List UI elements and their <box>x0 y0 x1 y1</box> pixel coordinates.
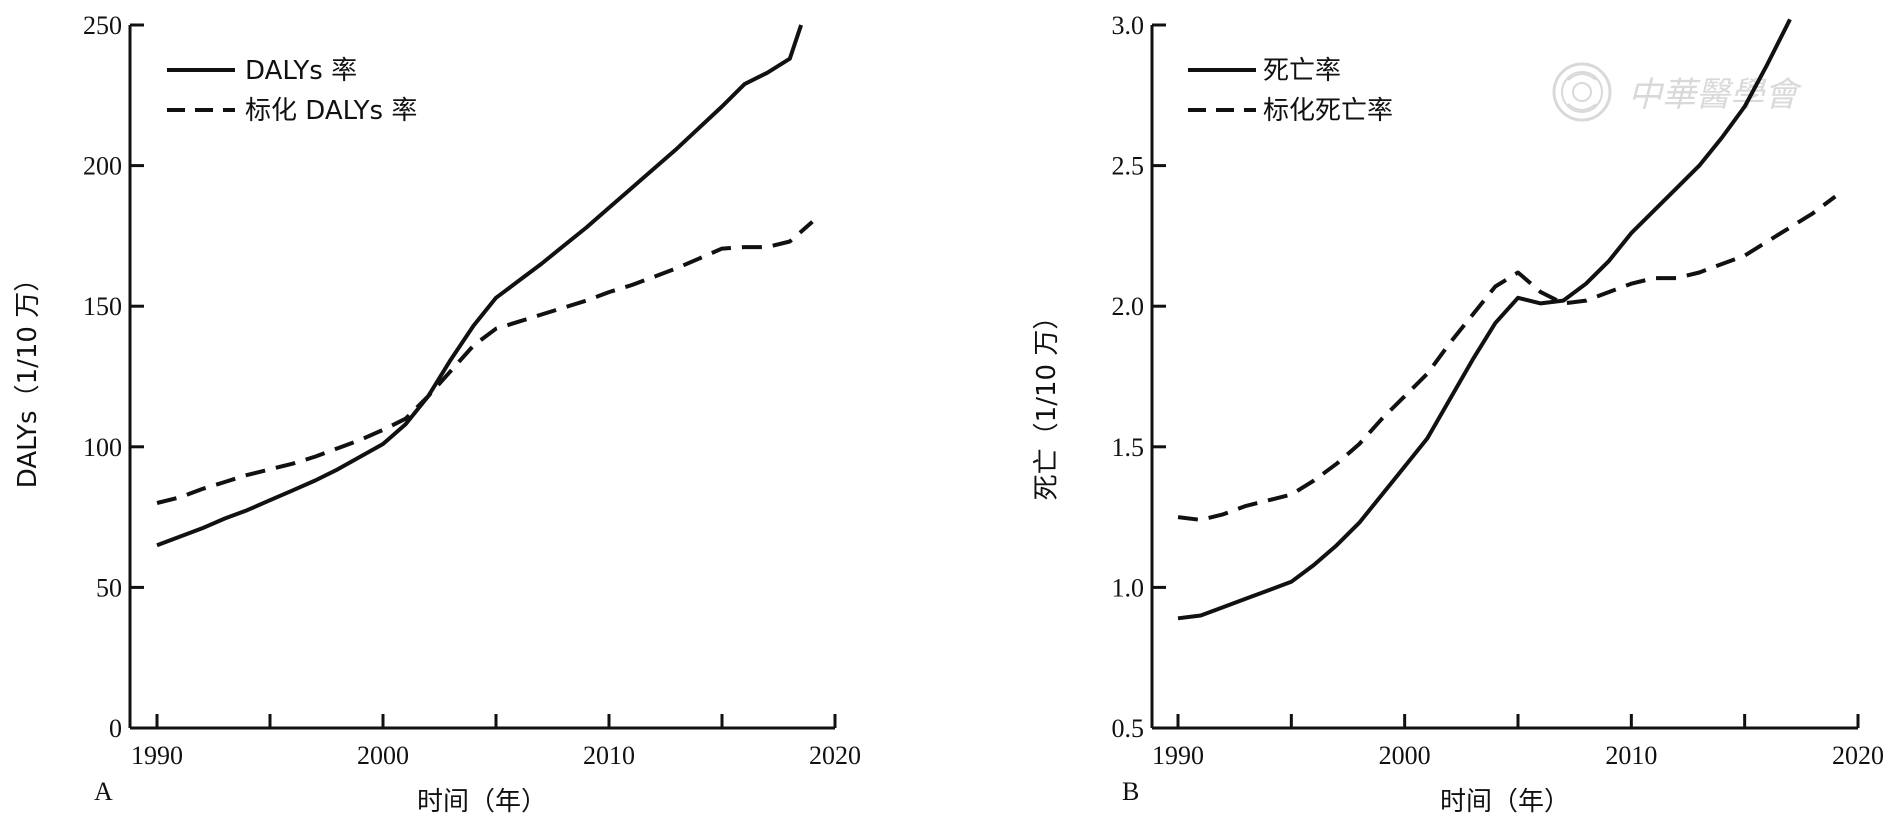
panel-b-x-axis-title: 时间（年） <box>1440 787 1570 817</box>
panel-a-x-tick-label: 2020 <box>809 741 861 770</box>
society-seal-icon <box>1552 62 1612 122</box>
panel-a-y-tick-label: 50 <box>96 573 122 602</box>
panel-b-series <box>1177 18 1837 621</box>
panel-a-x-ticks: 1990 2000 2010 2020 <box>131 714 861 770</box>
panel-b-y-tick-label: 0.5 <box>1112 714 1145 743</box>
panel-a-y-axis-title: DALYs（1/10 万） <box>13 266 43 488</box>
panel-b-x-tick-label: 1990 <box>1152 741 1204 770</box>
panel-a: 0 50 100 150 200 250 1990 2000 2010 2020 DALYs 率… <box>13 11 861 817</box>
panel-b-series-standardized-line <box>1177 194 1837 522</box>
panel-a-y-ticks: 0 50 100 150 200 250 <box>83 11 144 743</box>
panel-b-x-ticks: 1990 2000 2010 2020 <box>1152 714 1884 770</box>
panel-b-series-crude-line <box>1177 18 1792 621</box>
panel-a-legend: DALYs 率 标化 DALYs 率 <box>167 56 417 126</box>
panel-b-x-tick-label: 2000 <box>1379 741 1431 770</box>
panel-a-x-axis-title: 时间（年） <box>417 787 547 817</box>
panel-a-x-tick-label: 2000 <box>357 741 409 770</box>
panel-b: 0.5 1.0 1.5 2.0 2.5 3.0 1990 2000 2010 2020 死亡率 … <box>1032 11 1884 817</box>
watermark: 中華醫學會 <box>1552 62 1803 122</box>
panel-b-x-tick-label: 2010 <box>1605 741 1657 770</box>
panel-a-series-standardized-line <box>156 220 814 505</box>
panel-b-label: B <box>1122 777 1139 806</box>
panel-b-y-tick-label: 2.5 <box>1112 152 1145 181</box>
panel-a-y-tick-label: 250 <box>83 11 122 40</box>
panel-a-series <box>156 24 814 548</box>
panel-b-y-tick-label: 3.0 <box>1112 11 1145 40</box>
panel-b-legend: 死亡率 标化死亡率 <box>1188 56 1393 126</box>
panel-a-x-tick-label: 1990 <box>131 741 183 770</box>
panel-b-legend-label-1: 死亡率 <box>1263 56 1341 86</box>
watermark-text: 中華醫學會 <box>1628 75 1803 115</box>
panel-a-x-tick-label: 2010 <box>583 741 635 770</box>
panel-b-y-axis-title: 死亡（1/10 万） <box>1032 304 1062 501</box>
panel-b-y-tick-label: 1.5 <box>1112 433 1145 462</box>
panel-b-axes: 0.5 1.0 1.5 2.0 2.5 3.0 1990 2000 2010 2020 <box>1112 11 1885 770</box>
panel-b-y-tick-label: 2.0 <box>1112 292 1145 321</box>
panel-a-y-tick-label: 150 <box>83 292 122 321</box>
panel-b-legend-label-2: 标化死亡率 <box>1263 96 1393 126</box>
panel-a-legend-label-1: DALYs 率 <box>245 56 357 86</box>
panel-a-y-tick-label: 200 <box>83 152 122 181</box>
panel-a-y-tick-label: 0 <box>109 714 122 743</box>
panel-b-y-ticks: 0.5 1.0 1.5 2.0 2.5 3.0 <box>1112 11 1166 743</box>
panel-a-axes: 0 50 100 150 200 250 1990 2000 2010 2020 <box>83 11 861 770</box>
panel-a-label: A <box>94 777 113 806</box>
panel-a-y-tick-label: 100 <box>83 433 122 462</box>
panel-b-y-tick-label: 1.0 <box>1112 573 1145 602</box>
panel-a-series-crude-line <box>156 24 803 548</box>
panel-b-x-tick-label: 2020 <box>1832 741 1884 770</box>
panel-a-legend-label-2: 标化 DALYs 率 <box>245 96 417 126</box>
